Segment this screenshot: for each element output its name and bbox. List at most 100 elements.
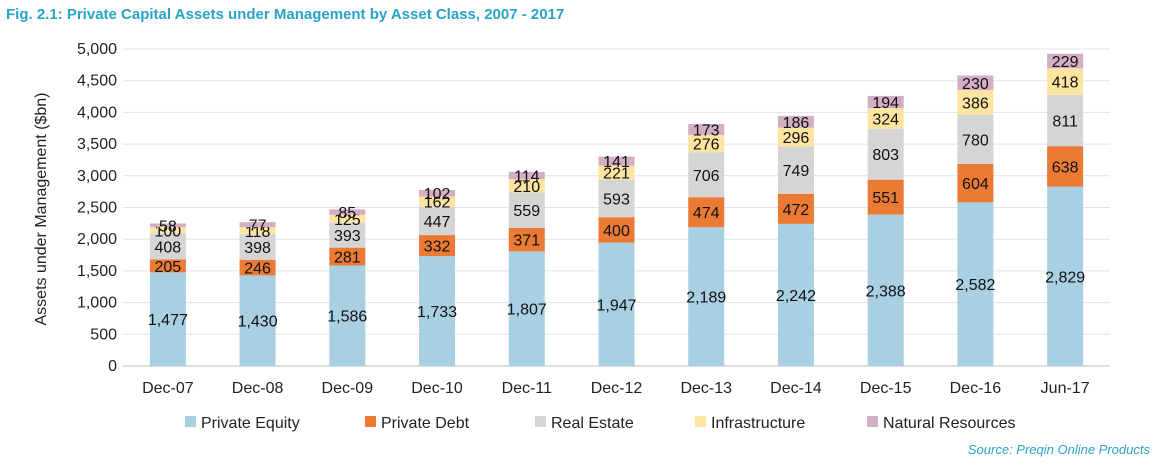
- bar-segment: [777, 193, 814, 224]
- bar-segment: [149, 259, 186, 273]
- bar-segment: [419, 206, 456, 236]
- data-label: 408: [155, 239, 182, 256]
- data-label: 559: [513, 203, 540, 220]
- bar-segment: [867, 128, 904, 180]
- y-tick-label: 3,500: [77, 136, 117, 153]
- data-label: 296: [783, 130, 810, 147]
- data-label: 638: [1052, 159, 1079, 176]
- bar-segment: [867, 108, 904, 129]
- bar-segment: [688, 227, 725, 366]
- bar-segment: [419, 196, 456, 207]
- data-label: 125: [334, 212, 361, 229]
- data-label: 210: [513, 179, 540, 196]
- data-label: 1,807: [507, 302, 547, 319]
- legend-label: Infrastructure: [711, 415, 805, 432]
- data-label: 173: [693, 122, 720, 139]
- bar-segment: [1047, 53, 1084, 69]
- data-label: 447: [424, 214, 451, 231]
- legend-swatch: [365, 416, 376, 427]
- data-label: 230: [962, 76, 989, 93]
- bar-segment: [239, 275, 276, 366]
- y-tick-label: 0: [108, 358, 117, 375]
- bar-segment: [149, 272, 186, 366]
- y-tick-label: 5,000: [77, 41, 117, 58]
- bar-segment: [867, 95, 904, 109]
- data-label: 85: [338, 205, 356, 222]
- y-tick-label: 1,000: [77, 295, 117, 312]
- bar-segment: [777, 223, 814, 366]
- data-label: 2,829: [1045, 269, 1085, 286]
- data-label: 2,242: [776, 288, 816, 305]
- data-label: 114: [514, 169, 540, 186]
- y-tick-label: 2,500: [77, 200, 117, 217]
- legend-swatch: [185, 416, 196, 427]
- bar-segment: [957, 75, 994, 91]
- data-label: 371: [513, 233, 540, 250]
- bar-segment: [419, 256, 456, 366]
- bar-segment: [1047, 146, 1084, 187]
- data-label: 100: [155, 223, 182, 240]
- data-label: 780: [962, 132, 989, 149]
- y-axis: 0 500 1,000 1,500 2,000 2,500 3,000 3,500 4,000 4…: [77, 41, 117, 375]
- y-tick-label: 4,000: [77, 104, 117, 121]
- legend-swatch: [695, 416, 706, 427]
- data-label: 118: [245, 224, 271, 241]
- data-label: 246: [244, 261, 271, 278]
- bar-segment: [688, 152, 725, 198]
- data-label: 58: [159, 218, 177, 235]
- bar-segment: [1047, 186, 1084, 366]
- data-label: 162: [424, 195, 451, 212]
- legend-label: Private Debt: [381, 415, 470, 432]
- chart-title: Fig. 2.1: Private Capital Assets under M…: [6, 6, 565, 23]
- data-label: 1,430: [238, 314, 278, 331]
- bar-segment: [508, 171, 545, 180]
- data-label: 281: [334, 250, 361, 267]
- data-label: 474: [693, 205, 720, 222]
- data-label: 386: [962, 95, 989, 112]
- y-tick-label: 2,000: [77, 231, 117, 248]
- bar-segment: [957, 202, 994, 366]
- bar-segment: [508, 192, 545, 228]
- legend-swatch: [535, 416, 546, 427]
- x-tick-label: Dec-16: [950, 380, 1002, 397]
- data-label: 803: [872, 147, 899, 164]
- x-tick-label: Dec-08: [232, 380, 284, 397]
- data-label: 551: [872, 190, 899, 207]
- bar-segment: [598, 242, 635, 366]
- x-tick-label: Dec-11: [502, 380, 552, 397]
- bar-segment: [957, 90, 994, 115]
- data-label: 229: [1052, 54, 1079, 71]
- y-axis-label: Assets under Management ($bn): [33, 92, 50, 325]
- y-tick-label: 4,500: [77, 73, 117, 90]
- data-label: 706: [693, 168, 720, 185]
- data-label: 2,582: [955, 277, 995, 294]
- bar-segment: [329, 247, 366, 266]
- y-tick-label: 500: [90, 326, 117, 343]
- legend-label: Natural Resources: [883, 415, 1016, 432]
- x-tick-label: Dec-14: [770, 380, 822, 397]
- x-tick-label: Dec-12: [591, 380, 643, 397]
- data-label: 1,477: [148, 312, 188, 329]
- bar-segment: [688, 134, 725, 153]
- bar-segment: [957, 164, 994, 203]
- bar-segment: [867, 179, 904, 215]
- bar-segment: [419, 235, 456, 257]
- bar-segment: [957, 114, 994, 165]
- bar-segment: [508, 227, 545, 252]
- x-tick-label: Dec-09: [322, 380, 374, 397]
- y-tick-label: 3,000: [77, 168, 117, 185]
- data-label: 393: [334, 228, 361, 245]
- bar-segment: [688, 197, 725, 228]
- data-label: 418: [1052, 75, 1079, 92]
- bar-segment: [777, 127, 814, 147]
- bar-segment: [777, 115, 814, 128]
- data-label: 2,189: [686, 290, 726, 307]
- data-label: 205: [155, 259, 182, 276]
- x-tick-label: Dec-13: [680, 380, 732, 397]
- bar-segment: [149, 223, 186, 228]
- data-label: 604: [962, 176, 989, 193]
- data-label: 77: [249, 218, 267, 235]
- x-tick-label: Dec-10: [411, 380, 463, 397]
- data-label: 276: [693, 137, 720, 154]
